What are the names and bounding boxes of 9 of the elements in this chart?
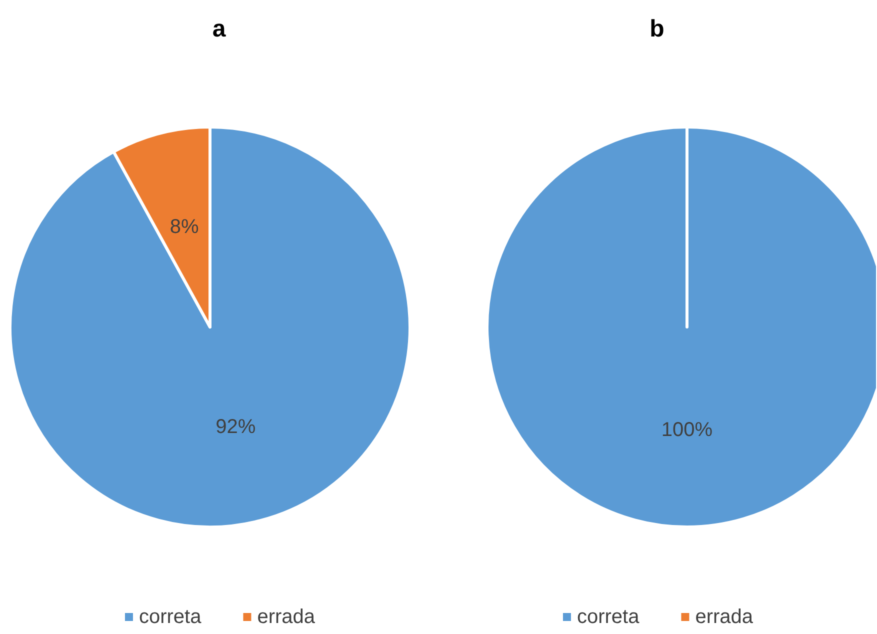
legend-label: correta (576, 606, 640, 628)
data-label: 92% (216, 416, 256, 438)
data-label: 8% (170, 216, 200, 238)
data-label: 100% (661, 419, 713, 441)
legend-label: errada (695, 606, 754, 628)
legend-label: correta (138, 606, 202, 628)
chart-title: a (212, 16, 226, 42)
legend-label: errada (257, 606, 316, 628)
chart-title: b (650, 16, 664, 42)
